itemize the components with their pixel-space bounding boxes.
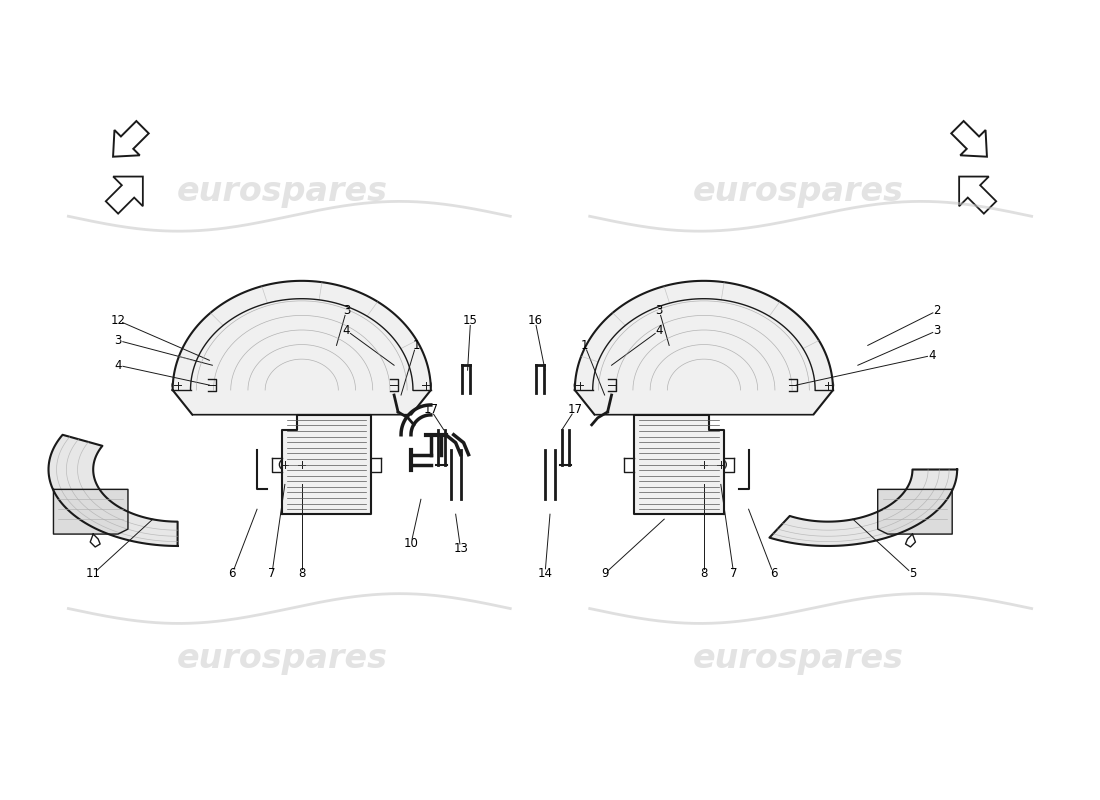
Text: 4: 4 xyxy=(656,324,663,337)
Polygon shape xyxy=(769,470,957,546)
Text: 8: 8 xyxy=(701,567,707,580)
Text: eurospares: eurospares xyxy=(176,642,387,674)
Polygon shape xyxy=(575,281,833,415)
Text: 4: 4 xyxy=(343,324,350,337)
Text: 8: 8 xyxy=(298,567,306,580)
Text: 1: 1 xyxy=(581,339,589,352)
Text: 16: 16 xyxy=(528,314,542,327)
Polygon shape xyxy=(282,415,372,514)
Text: eurospares: eurospares xyxy=(693,175,904,208)
Text: 1: 1 xyxy=(412,339,420,352)
Text: 4: 4 xyxy=(928,349,936,362)
Text: 4: 4 xyxy=(114,358,122,372)
Polygon shape xyxy=(54,490,128,534)
Text: 5: 5 xyxy=(909,567,916,580)
Text: 3: 3 xyxy=(656,304,663,317)
Text: 10: 10 xyxy=(404,538,418,550)
Polygon shape xyxy=(48,434,177,546)
Text: 3: 3 xyxy=(114,334,122,347)
Polygon shape xyxy=(173,281,431,415)
Text: 6: 6 xyxy=(770,567,778,580)
Text: 9: 9 xyxy=(601,567,608,580)
Text: 13: 13 xyxy=(453,542,469,555)
Text: 12: 12 xyxy=(110,314,125,327)
Text: 7: 7 xyxy=(268,567,276,580)
Text: 2: 2 xyxy=(934,304,940,317)
Polygon shape xyxy=(635,415,724,514)
Text: 14: 14 xyxy=(538,567,552,580)
Text: 6: 6 xyxy=(229,567,236,580)
Text: eurospares: eurospares xyxy=(176,175,387,208)
Text: 3: 3 xyxy=(934,324,940,337)
Text: eurospares: eurospares xyxy=(693,642,904,674)
Text: 15: 15 xyxy=(463,314,478,327)
Text: 11: 11 xyxy=(86,567,101,580)
Text: 17: 17 xyxy=(424,403,438,417)
Text: 7: 7 xyxy=(730,567,737,580)
Text: 17: 17 xyxy=(568,403,582,417)
Polygon shape xyxy=(878,490,953,534)
Text: 3: 3 xyxy=(343,304,350,317)
